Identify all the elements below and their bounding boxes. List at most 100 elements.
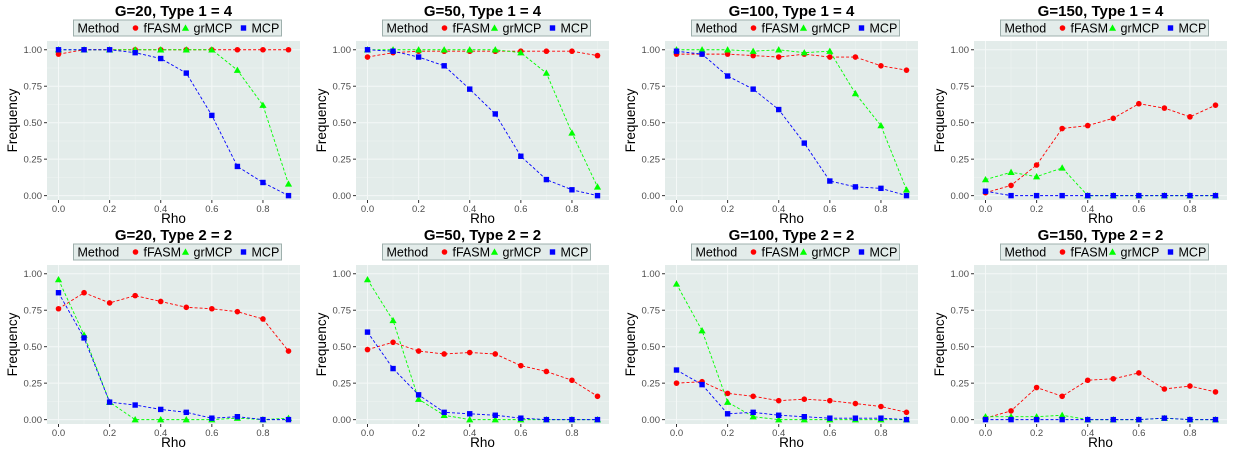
point-fFASM bbox=[1110, 115, 1117, 122]
point-grMCP bbox=[182, 46, 190, 53]
y-tick-label: 0.50 bbox=[24, 342, 43, 353]
point-MCP bbox=[106, 399, 113, 405]
x-tick-label: 0.8 bbox=[565, 428, 578, 439]
legend-title: Method bbox=[696, 246, 738, 260]
point-MCP bbox=[364, 47, 371, 53]
point-MCP bbox=[543, 176, 550, 183]
x-axis-label: Rho bbox=[161, 435, 186, 449]
point-MCP bbox=[982, 188, 989, 194]
point-fFASM bbox=[594, 393, 601, 400]
point-MCP bbox=[801, 140, 807, 146]
point-fFASM bbox=[1059, 393, 1065, 400]
point-MCP bbox=[673, 48, 680, 54]
legend-title: Method bbox=[387, 246, 429, 260]
legend-label-MCP: MCP bbox=[1179, 246, 1207, 260]
legend-box bbox=[382, 19, 591, 37]
point-MCP bbox=[569, 187, 575, 193]
point-fFASM bbox=[543, 368, 550, 375]
series-line-fFASM bbox=[676, 381, 907, 413]
point-fFASM bbox=[750, 393, 756, 400]
series-MCP bbox=[673, 48, 910, 199]
legend-label-fFASM: fFASM bbox=[144, 246, 182, 260]
x-tick-label: 0.2 bbox=[721, 204, 734, 215]
x-tick-label: 0.4 bbox=[154, 428, 167, 439]
point-MCP bbox=[852, 184, 859, 190]
legend-marker-grMCP bbox=[799, 248, 808, 255]
x-tick-label: 0.4 bbox=[772, 428, 785, 439]
point-MCP bbox=[55, 47, 62, 53]
point-grMCP bbox=[542, 69, 550, 76]
point-fFASM bbox=[827, 54, 833, 60]
legend: Method fFASM grMCP MCP bbox=[691, 19, 900, 37]
point-MCP bbox=[106, 47, 113, 53]
point-MCP bbox=[982, 416, 989, 423]
x-tick-label: 0.0 bbox=[979, 204, 992, 215]
x-tick-label: 0.4 bbox=[154, 204, 167, 215]
chart-title: G=100, Type 1 = 4 bbox=[729, 3, 855, 20]
legend-box bbox=[73, 19, 282, 37]
point-grMCP bbox=[389, 316, 397, 324]
point-MCP bbox=[801, 414, 807, 420]
point-MCP bbox=[81, 335, 87, 341]
plot-area bbox=[356, 41, 609, 200]
legend-label-grMCP: grMCP bbox=[503, 22, 542, 36]
point-grMCP bbox=[902, 186, 911, 193]
legend-label-MCP: MCP bbox=[870, 22, 898, 36]
point-fFASM bbox=[285, 348, 292, 354]
x-tick-label: 0.2 bbox=[1030, 204, 1043, 215]
chart-panel-5: G=20, Type 2 = 2 Method fFASM grMCP MCP 0.00 0… bbox=[5, 227, 300, 449]
legend-marker-MCP bbox=[549, 249, 556, 255]
chart-panel-6: G=50, Type 2 = 2 Method fFASM grMCP MCP 0.00 0… bbox=[314, 227, 609, 449]
point-fFASM bbox=[724, 51, 731, 57]
series-line-fFASM bbox=[58, 292, 289, 352]
y-tick-label: 1.00 bbox=[24, 45, 43, 56]
y-tick-label: 0.50 bbox=[333, 342, 352, 353]
legend-marker-fFASM bbox=[1059, 25, 1066, 31]
x-tick-label: 0.8 bbox=[874, 428, 887, 439]
y-tick-label: 1.00 bbox=[333, 269, 352, 280]
x-tick-label: 0.4 bbox=[1081, 204, 1094, 215]
point-fFASM bbox=[724, 390, 731, 397]
legend-label-MCP: MCP bbox=[561, 22, 589, 36]
series-line-grMCP bbox=[676, 283, 907, 421]
series-MCP bbox=[364, 329, 601, 423]
chart-title: G=50, Type 2 = 2 bbox=[424, 227, 541, 244]
point-grMCP bbox=[284, 180, 293, 187]
point-grMCP bbox=[466, 416, 474, 423]
point-MCP bbox=[1059, 192, 1065, 199]
legend-label-fFASM: fFASM bbox=[453, 22, 491, 36]
point-MCP bbox=[724, 411, 731, 417]
y-tick-label: 0.75 bbox=[333, 82, 352, 93]
legend-label-grMCP: grMCP bbox=[812, 22, 851, 36]
y-axis-label: Frequency bbox=[5, 312, 20, 376]
legend: Method fFASM grMCP MCP bbox=[382, 19, 591, 37]
point-MCP bbox=[415, 392, 422, 398]
point-fFASM bbox=[852, 54, 859, 60]
point-fFASM bbox=[518, 362, 524, 369]
legend-label-fFASM: fFASM bbox=[1071, 246, 1109, 260]
point-fFASM bbox=[878, 62, 884, 69]
point-MCP bbox=[1161, 192, 1168, 199]
legend: Method fFASM grMCP MCP bbox=[73, 19, 282, 37]
point-MCP bbox=[1033, 416, 1040, 423]
point-grMCP bbox=[466, 46, 474, 53]
chart-title: G=100, Type 2 = 2 bbox=[729, 227, 855, 244]
point-grMCP bbox=[1058, 164, 1066, 171]
point-fFASM bbox=[801, 396, 808, 403]
point-MCP bbox=[673, 367, 680, 373]
series-line-fFASM bbox=[985, 372, 1216, 419]
legend-box bbox=[1000, 243, 1209, 261]
legend-marker-fFASM bbox=[1059, 249, 1066, 255]
legend-marker-grMCP bbox=[490, 248, 499, 255]
series-line-grMCP bbox=[676, 49, 907, 190]
x-tick-label: 0.2 bbox=[412, 428, 425, 439]
point-fFASM bbox=[364, 346, 371, 353]
series-line-fFASM bbox=[985, 103, 1216, 194]
legend-title: Method bbox=[696, 22, 738, 36]
point-grMCP bbox=[517, 49, 525, 56]
point-fFASM bbox=[1084, 122, 1091, 129]
point-grMCP bbox=[1007, 168, 1015, 175]
x-tick-label: 0.0 bbox=[361, 428, 374, 439]
point-MCP bbox=[285, 416, 292, 423]
